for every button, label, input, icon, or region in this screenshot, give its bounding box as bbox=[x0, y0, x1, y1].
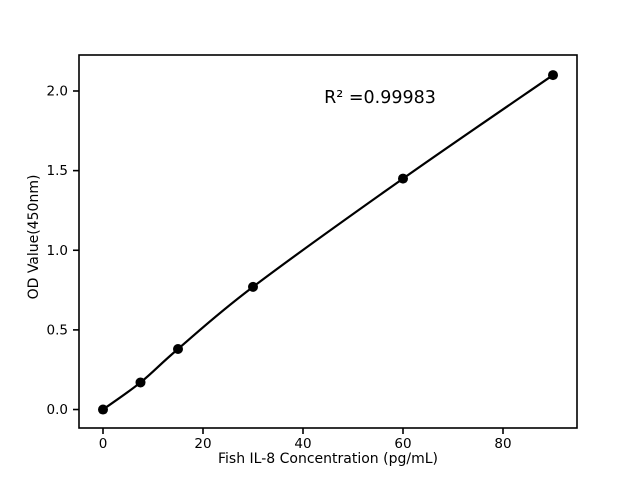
standard-curve-line bbox=[101, 73, 555, 411]
x-tick-label: 40 bbox=[294, 436, 311, 452]
data-point-marker bbox=[398, 173, 408, 184]
x-tick-label: 0 bbox=[99, 436, 108, 452]
y-tick-label: 0.5 bbox=[47, 322, 68, 338]
data-point-marker bbox=[248, 281, 258, 292]
y-tick-label: 1.0 bbox=[47, 243, 68, 259]
r-squared-annotation: R² =0.99983 bbox=[324, 88, 436, 108]
x-tick-label: 60 bbox=[394, 436, 411, 452]
data-point-marker bbox=[98, 404, 108, 415]
data-point-marker bbox=[173, 344, 183, 354]
x-tick-label: 20 bbox=[194, 436, 211, 452]
data-point-marker bbox=[548, 70, 558, 81]
y-tick-label: 0.0 bbox=[47, 402, 68, 418]
y-tick-label: 1.5 bbox=[47, 163, 68, 179]
x-tick-label: 80 bbox=[494, 436, 511, 452]
plot-border bbox=[78, 54, 578, 429]
y-axis-title: OD Value(450nm) bbox=[26, 174, 42, 300]
x-axis-title: Fish IL-8 Concentration (pg/mL) bbox=[218, 451, 438, 467]
y-tick-label: 2.0 bbox=[47, 83, 68, 99]
data-point-marker bbox=[135, 377, 146, 388]
